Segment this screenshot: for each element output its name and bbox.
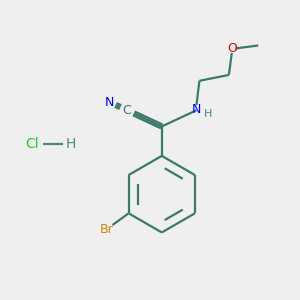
Text: H: H [203, 109, 212, 119]
Text: O: O [227, 42, 237, 55]
Text: N: N [105, 96, 114, 109]
Text: Cl: Cl [26, 137, 39, 151]
Text: H: H [65, 137, 76, 151]
Text: C: C [123, 104, 131, 117]
Text: Br: Br [100, 223, 113, 236]
Text: N: N [192, 103, 202, 116]
